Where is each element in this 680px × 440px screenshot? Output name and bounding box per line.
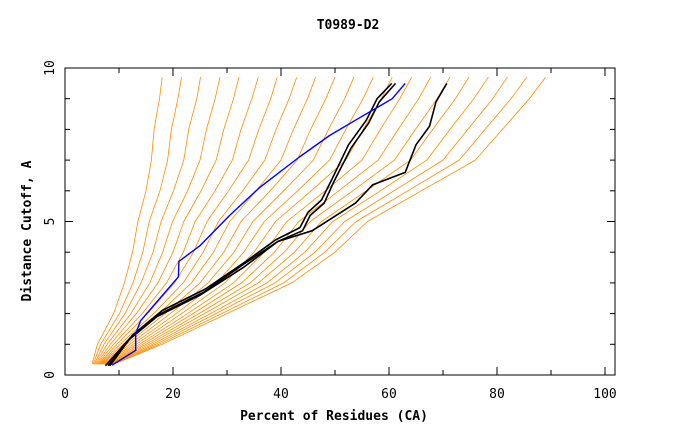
orange-series-line [110,76,489,365]
x-tick-label: 60 [381,387,397,402]
y-axis-label: Distance Cutoff, A [20,160,35,301]
orange-series-line [97,77,259,365]
black-series-line [109,82,393,367]
orange-series-line [109,76,470,365]
orange-series-line [92,77,182,365]
orange-series-line [91,77,163,365]
series-layer [91,76,546,367]
x-axis-label: Percent of Residues (CA) [240,409,428,424]
orange-series-line [95,77,240,365]
orange-series-line [108,76,451,365]
blue-series-line [111,82,406,366]
orange-series-line [93,77,201,365]
chart-title: T0989-D2 [317,18,380,33]
x-tick-label: 100 [593,387,616,402]
orange-series-line [98,77,278,365]
orange-series-line [111,76,508,365]
orange-series-line [113,76,546,365]
orange-series-line [112,76,528,365]
orange-series-line [103,77,374,365]
orange-series-line [105,77,413,365]
orange-series-line [94,77,221,365]
orange-series-line [101,77,336,365]
y-tick-label: 5 [43,218,58,226]
y-tick-label: 10 [43,60,58,76]
tick-layer: 0 20 40 60 80 100 0 5 10 [43,60,617,402]
y-tick-label: 0 [43,371,58,379]
x-tick-label: 40 [273,387,289,402]
x-tick-label: 20 [165,387,181,402]
plot-frame [64,67,616,376]
black-series-line [104,82,448,367]
orange-series-line [100,77,316,365]
orange-series-line [99,77,298,365]
orange-series-line [104,77,393,365]
orange-series-line [106,77,431,365]
x-tick-label: 80 [489,387,505,402]
orange-series-line [102,77,355,365]
x-tick-label: 0 [61,387,69,402]
black-series-line [107,82,397,367]
